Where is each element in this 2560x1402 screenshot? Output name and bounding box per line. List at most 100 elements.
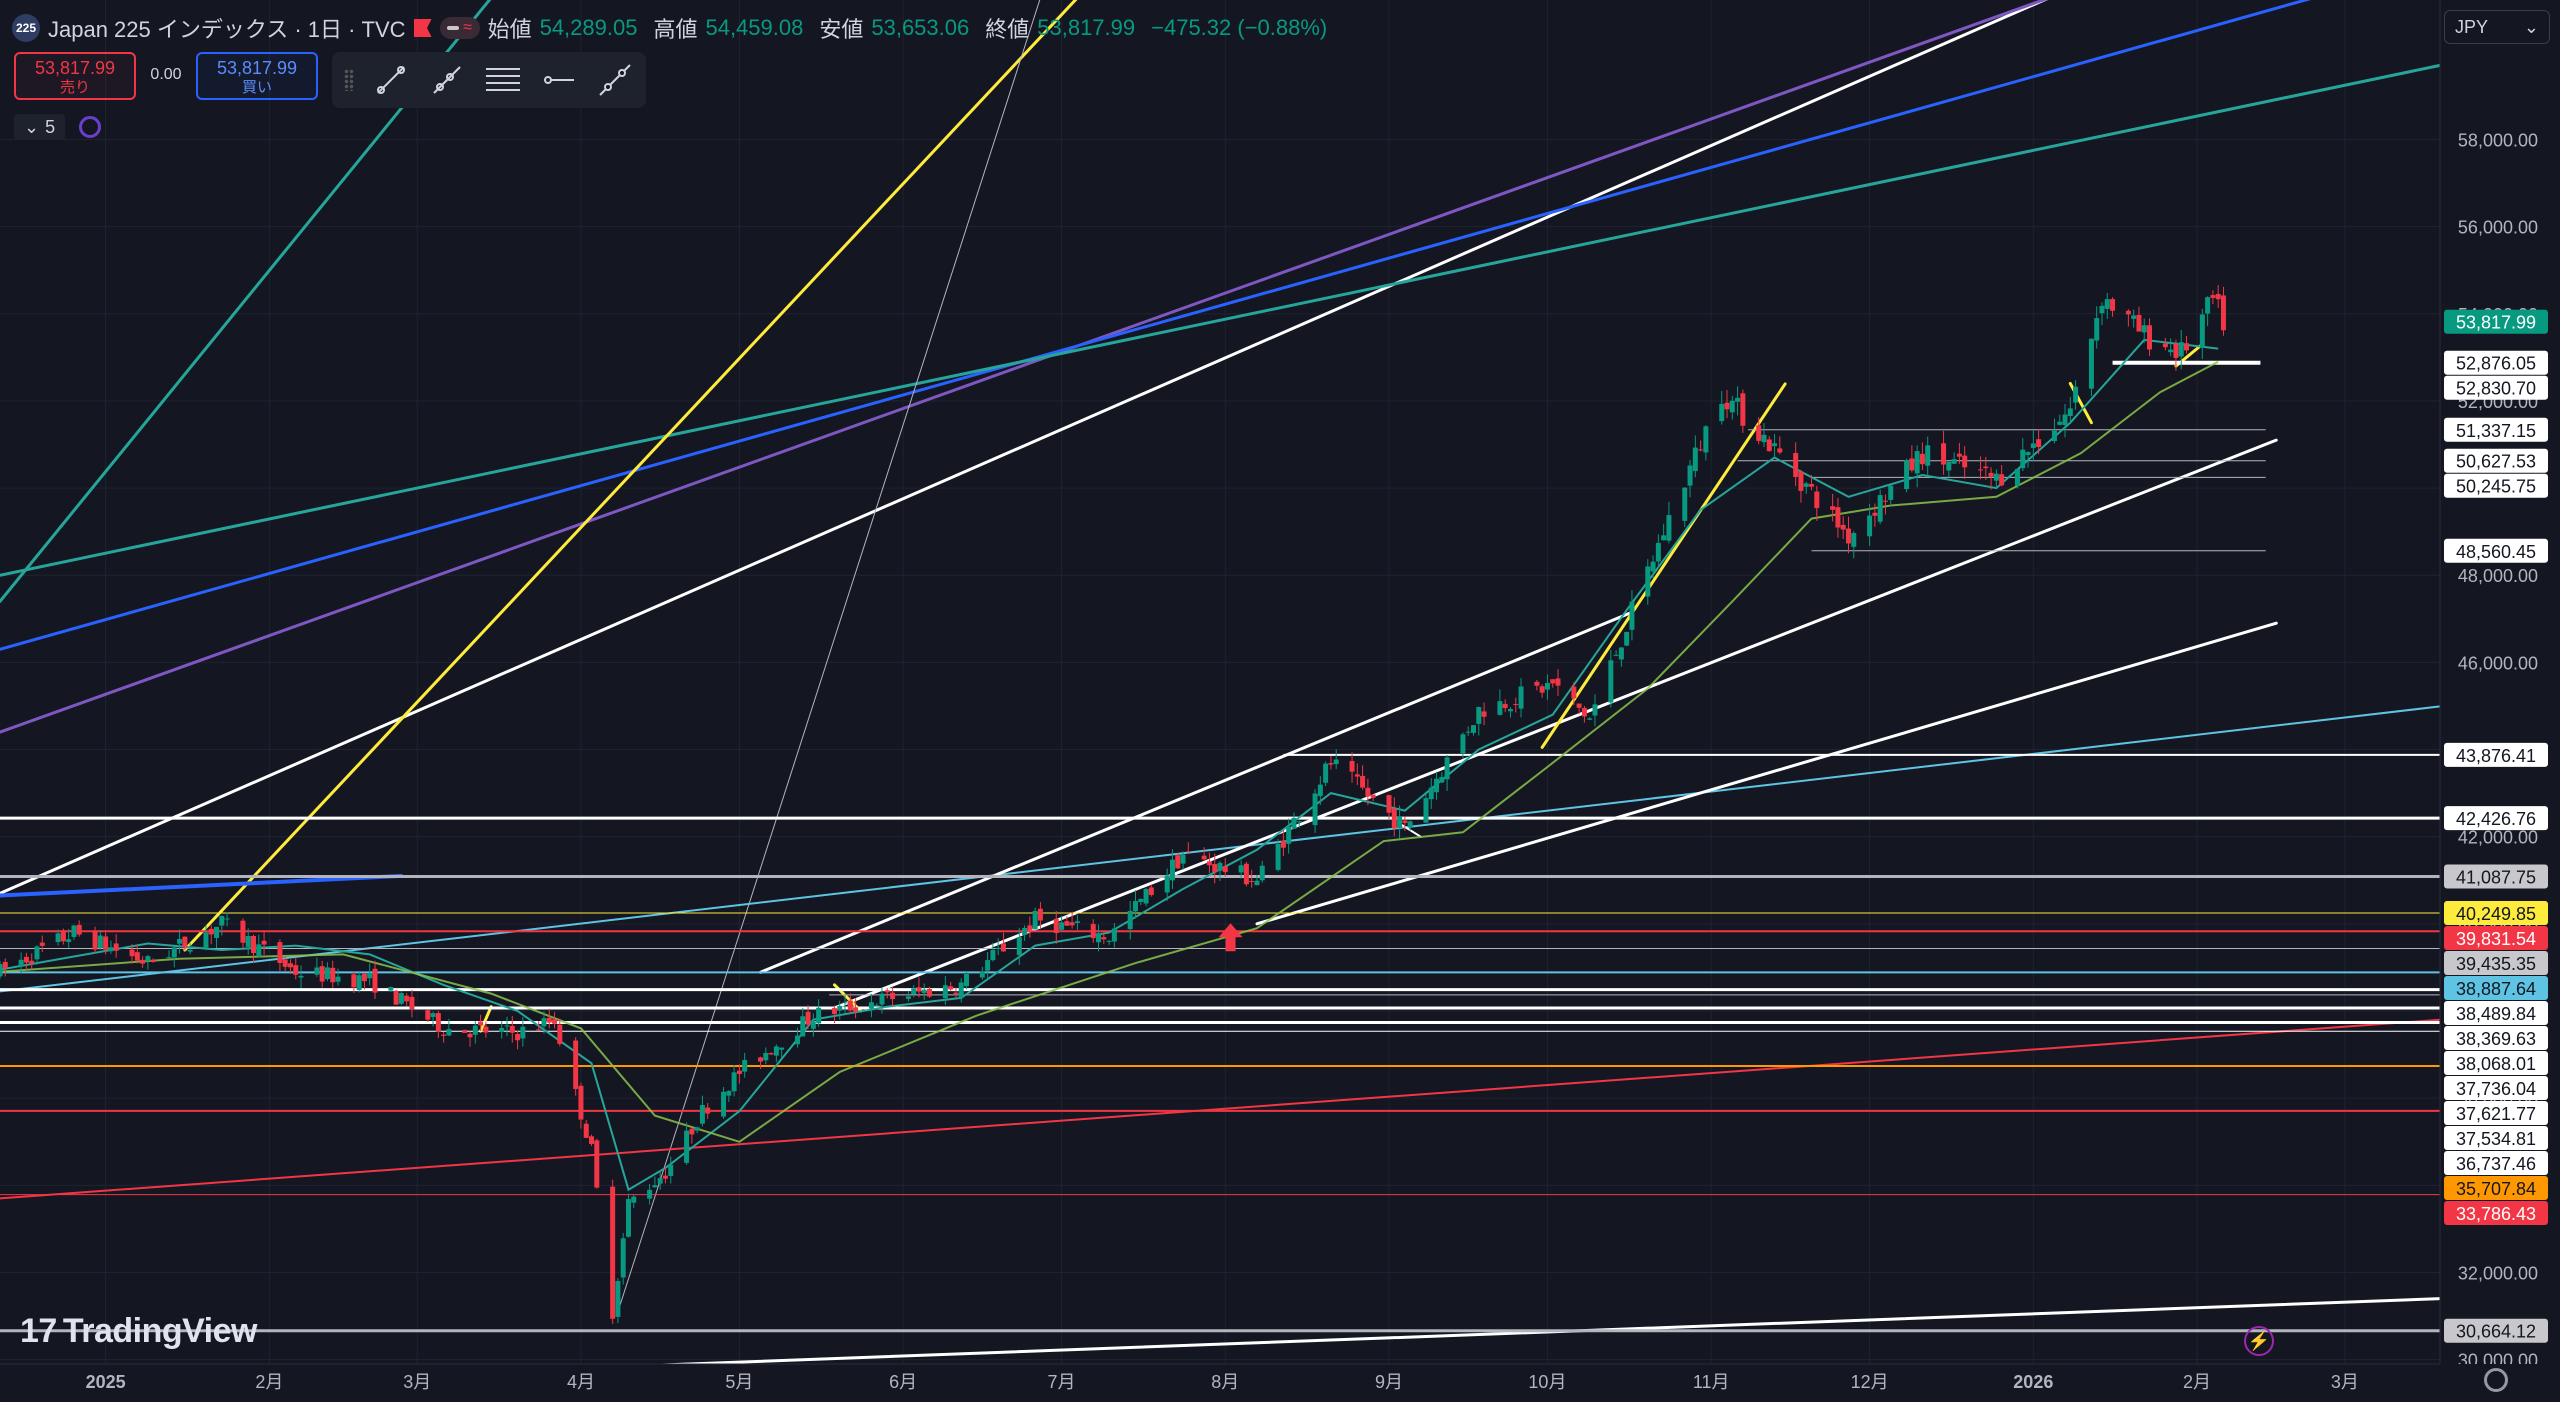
candle-body [324, 967, 330, 980]
candle-body [177, 939, 183, 944]
candle-body [1534, 681, 1540, 686]
candle-body [97, 935, 103, 949]
candle-body [1629, 601, 1635, 630]
candle-body [1365, 787, 1371, 797]
price-axis[interactable]: 30,000.0032,000.0034,000.0036,000.0038,0… [2439, 0, 2560, 1402]
markers [1218, 923, 1243, 952]
candle-body [594, 1140, 600, 1188]
candle-body [874, 1005, 880, 1007]
currency-select[interactable]: JPY ⌄ [2444, 10, 2550, 44]
price-label-bg [2444, 950, 2548, 975]
trend-line[interactable] [479, 1005, 493, 1033]
trend-line[interactable] [0, 0, 2313, 651]
candle-body [1169, 859, 1175, 881]
trend-line[interactable] [0, 873, 404, 898]
indicator-legend: ⌄ 5 [14, 114, 102, 140]
trend-line[interactable] [0, 1018, 2441, 1200]
price-label-bg [2444, 473, 2548, 498]
candle-body [1740, 393, 1746, 426]
trend-line[interactable] [1540, 382, 1787, 749]
candle-body [1185, 851, 1191, 853]
candle-body [409, 996, 415, 1010]
trend-line[interactable] [759, 610, 1634, 974]
candle-body [520, 1026, 526, 1039]
candle-body [1217, 862, 1223, 871]
candle-body [1919, 453, 1925, 465]
candle-body [356, 975, 362, 990]
trend-line[interactable] [0, 705, 2441, 993]
candle-body [472, 1025, 478, 1035]
candle-body [92, 930, 98, 950]
candle-body [515, 1033, 521, 1041]
candle-body [404, 995, 410, 1002]
candle-body [1037, 908, 1043, 921]
symbol-title[interactable]: Japan 225 インデックス · 1日 · TVC [48, 17, 406, 42]
sell-button[interactable]: 53,817.99 売り [14, 52, 136, 100]
buy-button[interactable]: 53,817.99 買い [196, 52, 318, 100]
trend-line[interactable] [0, 0, 2049, 734]
last-price-label-bg [2444, 309, 2548, 334]
candle-body [1502, 703, 1508, 709]
indicator-toggle-button[interactable]: ⌄ 5 [14, 114, 66, 140]
candle-body [388, 987, 394, 991]
ray-tool-button[interactable] [428, 61, 466, 99]
lightning-icon[interactable]: ⚡ [2244, 1326, 2274, 1356]
price-tick-label: 32,000.00 [2458, 1263, 2538, 1283]
candle-body [1814, 491, 1820, 509]
candle-body [1645, 566, 1651, 597]
candle-body [66, 939, 72, 942]
symbol-badge-icon[interactable]: 225 [12, 14, 40, 42]
time-tick-label: 3月 [403, 1372, 431, 1392]
candle-body [287, 963, 293, 968]
fib-retracement-icon [486, 68, 520, 91]
candle-body [2020, 449, 2026, 469]
trend-line[interactable] [617, 0, 1041, 1313]
trend-line-icon [377, 66, 405, 94]
candle-body [1513, 704, 1519, 706]
candle-body [441, 1034, 447, 1036]
candle-body [1148, 887, 1154, 895]
price-label: 51,337.15 [2456, 421, 2536, 441]
horizontal-ray-tool-button[interactable] [540, 61, 578, 99]
candle-body [868, 1002, 874, 1009]
candle-body [1434, 778, 1440, 793]
price-label: 37,736.04 [2456, 1079, 2536, 1099]
candle-body [847, 1000, 853, 1011]
candle-body [1518, 686, 1524, 709]
candle-body [1354, 774, 1360, 777]
indicator-loading-icon[interactable] [79, 116, 102, 138]
candle-body [113, 943, 119, 951]
candle-body [1608, 660, 1614, 703]
candle-body [1703, 426, 1709, 453]
candle-body [1724, 402, 1730, 410]
candle-body [905, 996, 911, 999]
extended-line-tool-button[interactable] [596, 61, 634, 99]
candle-body [1872, 512, 1878, 516]
gear-icon[interactable] [2484, 1368, 2508, 1392]
trend-line[interactable] [183, 0, 1078, 952]
flag-icon[interactable] [413, 19, 432, 37]
candle-body [1254, 880, 1260, 886]
price-label: 43,876.41 [2456, 746, 2536, 766]
time-axis[interactable]: 2025 2月 3月 4月 5月 6月 7月 8月 9月 10月 11月 12月 2026 2月 3月 [0, 1363, 2560, 1402]
candle-body [800, 1016, 806, 1037]
fib-tool-button[interactable] [484, 61, 522, 99]
trend-line-tool-button[interactable] [372, 61, 410, 99]
trend-line[interactable] [0, 63, 2442, 577]
candle-body [1581, 707, 1587, 717]
candle-body [853, 1007, 859, 1012]
candle-body [631, 1196, 637, 1203]
candle-body [652, 1185, 658, 1188]
trend-lines[interactable] [0, 0, 2442, 1392]
candle-body [1956, 453, 1962, 457]
market-status-icon[interactable]: ≈ [439, 17, 480, 39]
candle-body [1280, 840, 1286, 848]
candle-body [2199, 314, 2205, 348]
trend-line[interactable] [1255, 621, 2278, 926]
drag-handle-icon[interactable] [344, 69, 354, 91]
candle-body [2210, 295, 2216, 298]
price-label: 33,786.43 [2456, 1204, 2536, 1224]
trend-line[interactable] [0, 0, 2049, 895]
